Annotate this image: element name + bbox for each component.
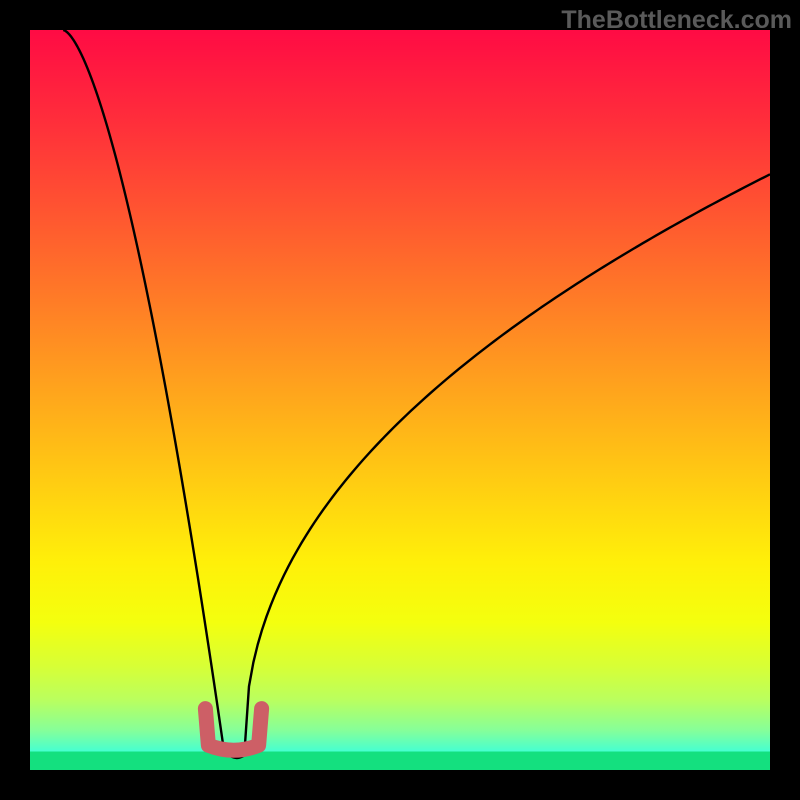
gradient-background <box>30 30 770 770</box>
chart-frame: TheBottleneck.com <box>0 0 800 800</box>
green-band <box>30 752 770 771</box>
attribution-label: TheBottleneck.com <box>561 6 792 35</box>
bottleneck-chart <box>30 30 770 770</box>
